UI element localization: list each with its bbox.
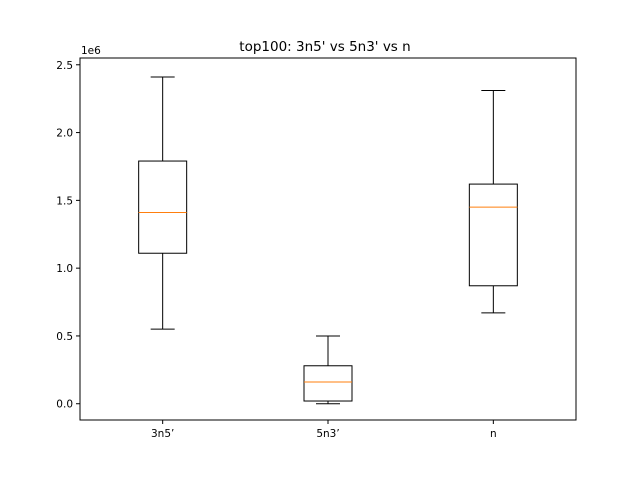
y-tick-label: 0.5 (56, 331, 73, 343)
plot-layer: 0.0 0.5 1.0 1.5 2.0 2.5 3n5’ 5n3’ n (56, 57, 577, 440)
y-tick-label: 1.0 (56, 263, 73, 275)
x-tick-label: n (490, 428, 497, 440)
x-tick-label: 3n5’ (151, 428, 174, 440)
iqr-box (303, 365, 353, 402)
y-tick-label: 2.0 (56, 128, 73, 140)
y-tick-label: 1.5 (56, 195, 73, 207)
y-tick-label: 2.5 (56, 60, 73, 72)
chart-title: top100: 3n5' vs 5n3' vs n (239, 39, 410, 55)
y-axis-offset-label: 1e6 (81, 45, 101, 57)
y-tick-label: 0.0 (56, 399, 73, 411)
x-tick-label: 5n3’ (316, 428, 339, 440)
iqr-box (468, 183, 518, 287)
iqr-box (138, 160, 188, 254)
